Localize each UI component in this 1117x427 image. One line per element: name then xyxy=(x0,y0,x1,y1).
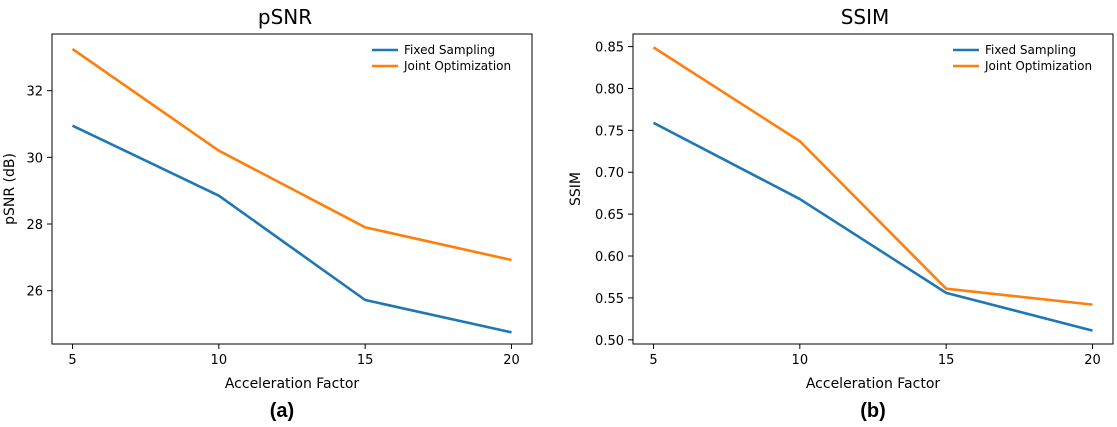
y-tick-label: 0.60 xyxy=(595,250,624,265)
panel-caption: (a) xyxy=(270,400,294,422)
y-tick-label: 28 xyxy=(26,218,43,233)
ssim-chart: SSIM 5 10 15 20 0.50 0.55 0.60 0.65 0.70 0.75 0.8… xyxy=(568,5,1114,422)
x-ticks: 5 10 15 20 xyxy=(649,344,1101,368)
y-ticks: 0.50 0.55 0.60 0.65 0.70 0.75 0.80 0.85 xyxy=(595,41,633,349)
y-tick-label: 0.80 xyxy=(595,82,624,97)
x-tick-label: 10 xyxy=(211,353,228,368)
x-ticks: 5 10 15 20 xyxy=(68,344,520,368)
chart-title: pSNR xyxy=(258,5,312,29)
y-tick-label: 0.75 xyxy=(595,124,624,139)
series-line-0 xyxy=(652,121,1093,332)
series-lines xyxy=(71,47,512,334)
x-tick-label: 5 xyxy=(68,353,76,368)
y-axis-label: pSNR (dB) xyxy=(2,153,18,225)
plot-frame xyxy=(51,33,533,345)
x-axis-label: Acceleration Factor xyxy=(225,376,360,392)
panel-caption: (b) xyxy=(860,400,886,422)
series-line-0 xyxy=(71,124,512,334)
y-tick-label: 0.70 xyxy=(595,166,624,181)
plot-frame xyxy=(632,33,1114,345)
y-tick-label: 0.65 xyxy=(595,208,624,223)
y-tick-label: 32 xyxy=(26,85,43,100)
legend-label: Fixed Sampling xyxy=(404,43,495,57)
series-line-1 xyxy=(652,46,1093,306)
series-line-1 xyxy=(71,47,512,262)
y-tick-label: 30 xyxy=(26,151,43,166)
x-tick-label: 20 xyxy=(1084,353,1101,368)
chart-title: SSIM xyxy=(841,5,890,29)
legend-label: Joint Optimization xyxy=(984,59,1092,73)
legend-label: Joint Optimization xyxy=(403,59,511,73)
x-tick-label: 20 xyxy=(503,353,520,368)
x-tick-label: 15 xyxy=(357,353,374,368)
x-axis-label: Acceleration Factor xyxy=(806,376,941,392)
x-tick-label: 5 xyxy=(649,353,657,368)
x-tick-label: 10 xyxy=(792,353,809,368)
y-tick-label: 0.55 xyxy=(595,292,624,307)
series-lines xyxy=(652,46,1093,332)
legend: Fixed Sampling Joint Optimization xyxy=(953,43,1092,73)
y-ticks: 26 28 30 32 xyxy=(26,85,52,300)
legend-label: Fixed Sampling xyxy=(985,43,1076,57)
psnr-chart: pSNR 5 10 15 20 26 28 30 32 Fixed Sampling Join… xyxy=(2,5,533,422)
y-tick-label: 0.85 xyxy=(595,41,624,56)
legend: Fixed Sampling Joint Optimization xyxy=(372,43,511,73)
y-axis-label: SSIM xyxy=(568,172,584,206)
y-tick-label: 26 xyxy=(26,285,43,300)
x-tick-label: 15 xyxy=(938,353,955,368)
y-tick-label: 0.50 xyxy=(595,334,624,349)
